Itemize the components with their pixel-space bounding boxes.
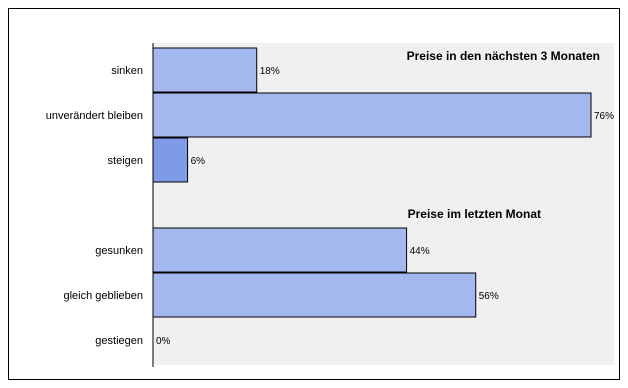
category-label: steigen	[108, 155, 143, 167]
value-label: 76%	[594, 111, 614, 122]
value-label: 44%	[410, 246, 430, 257]
bar-0-0	[152, 47, 258, 93]
category-label: gleich geblieben	[63, 290, 143, 302]
group-title-future: Preise in den nächsten 3 Monaten	[407, 49, 600, 63]
category-label: gesunken	[95, 245, 143, 257]
bar-0-2	[152, 137, 189, 183]
bar-1-0	[152, 227, 408, 273]
category-label: gestiegen	[95, 335, 143, 347]
category-label: unverändert bleiben	[46, 110, 143, 122]
group-title-past: Preise im letzten Monat	[408, 207, 541, 221]
value-label: 0%	[156, 336, 171, 347]
value-label: 6%	[191, 156, 206, 167]
value-label: 56%	[479, 291, 499, 302]
value-label: 18%	[260, 66, 280, 77]
bar-0-1	[152, 92, 592, 138]
bar-1-1	[152, 272, 477, 318]
category-label: sinken	[111, 65, 143, 77]
